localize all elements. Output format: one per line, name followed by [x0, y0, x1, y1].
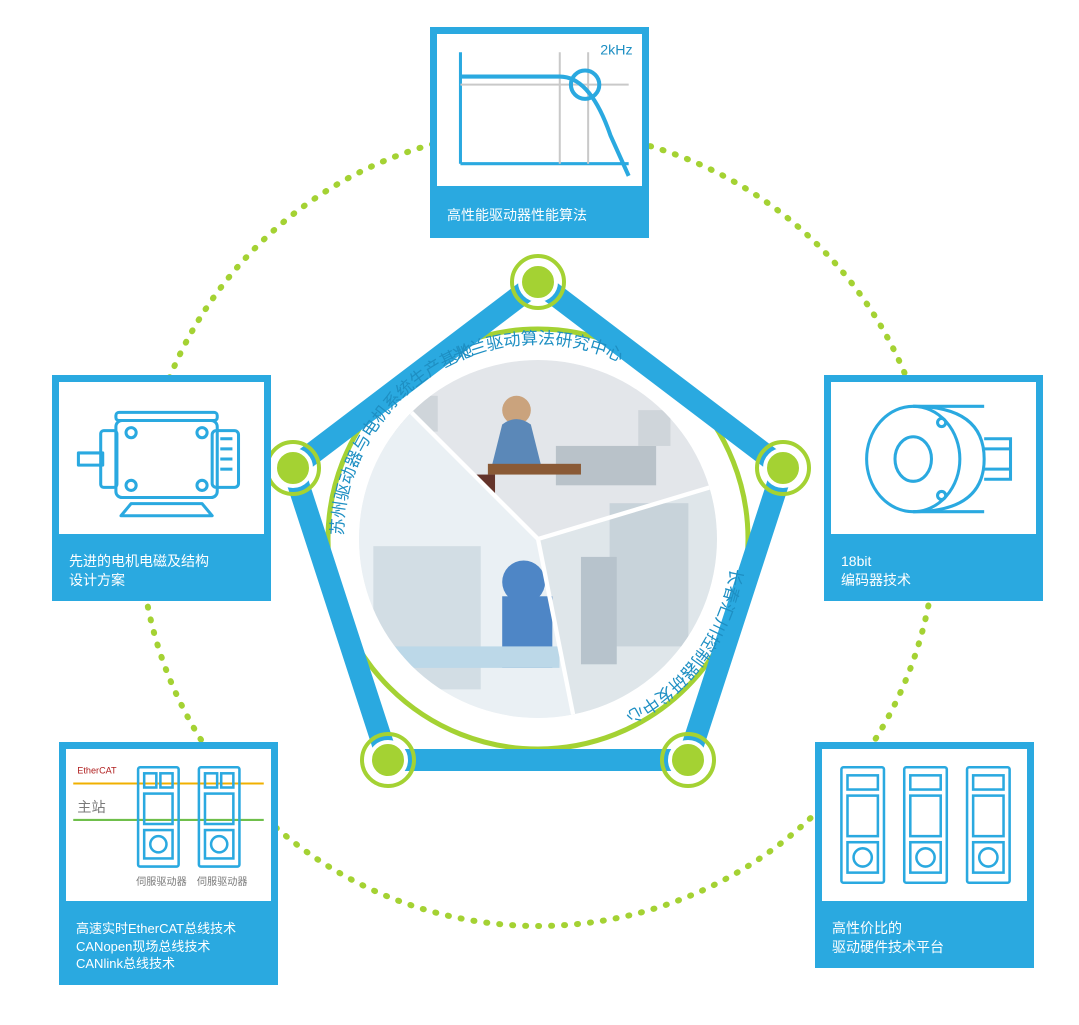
center-photo-circle: [359, 360, 717, 718]
drive-platform-icon: [822, 749, 1027, 901]
card-left-caption: 先进的电机电磁及结构设计方案: [59, 541, 264, 601]
card-br: 高性价比的驱动硬件技术平台: [815, 742, 1034, 968]
card-left-image: [59, 382, 264, 541]
algorithm-chart-icon: 2kHz: [437, 34, 642, 186]
card-bl: EtherCAT 主站 伺服驱动器 伺服驱动器: [59, 742, 278, 985]
card-right-caption-line-1: 编码器技术: [841, 571, 1026, 590]
card-bl-image: EtherCAT 主站 伺服驱动器 伺服驱动器: [66, 749, 271, 908]
card-bl-caption-line-1: CANopen现场总线技术: [76, 938, 261, 956]
card-bl-caption: 高速实时EtherCAT总线技术CANopen现场总线技术CANlink总线技术: [66, 908, 271, 985]
card-right-image: [831, 382, 1036, 541]
card-left-caption-line-0: 先进的电机电磁及结构: [69, 552, 254, 571]
card-bl-caption-line-2: CANlink总线技术: [76, 955, 261, 973]
card-left-caption-line-1: 设计方案: [69, 571, 254, 590]
svg-text:EtherCAT: EtherCAT: [77, 765, 117, 775]
svg-text:伺服驱动器: 伺服驱动器: [197, 875, 248, 888]
svg-text:主站: 主站: [77, 800, 105, 816]
card-bl-caption-line-0: 高速实时EtherCAT总线技术: [76, 920, 261, 938]
card-br-caption-line-1: 驱动硬件技术平台: [832, 938, 1017, 957]
card-br-image: [822, 749, 1027, 908]
motor-icon: [59, 382, 264, 534]
card-top: 2kHz 高性能驱动器性能算法: [430, 27, 649, 238]
card-br-caption: 高性价比的驱动硬件技术平台: [822, 908, 1027, 968]
diagram-stage: 米兰驱动算法研究中心 苏州驱动器与电机系统生产基地 长春汇川控制器研发中心 2k…: [0, 0, 1079, 1025]
center-photo-illustration: [359, 360, 717, 718]
svg-text:伺服驱动器: 伺服驱动器: [136, 875, 187, 888]
card-br-caption-line-0: 高性价比的: [832, 919, 1017, 938]
card-right-caption-line-0: 18bit: [841, 552, 1026, 571]
card-right: 18bit编码器技术: [824, 375, 1043, 601]
card-left: 先进的电机电磁及结构设计方案: [52, 375, 271, 601]
card-top-caption: 高性能驱动器性能算法: [437, 193, 642, 238]
card-right-caption: 18bit编码器技术: [831, 541, 1036, 601]
svg-text:2kHz: 2kHz: [600, 42, 632, 58]
encoder-icon: [831, 382, 1036, 534]
card-top-image: 2kHz: [437, 34, 642, 193]
bus-drives-icon: EtherCAT 主站 伺服驱动器 伺服驱动器: [66, 749, 271, 901]
card-top-caption-line-0: 高性能驱动器性能算法: [447, 206, 632, 225]
